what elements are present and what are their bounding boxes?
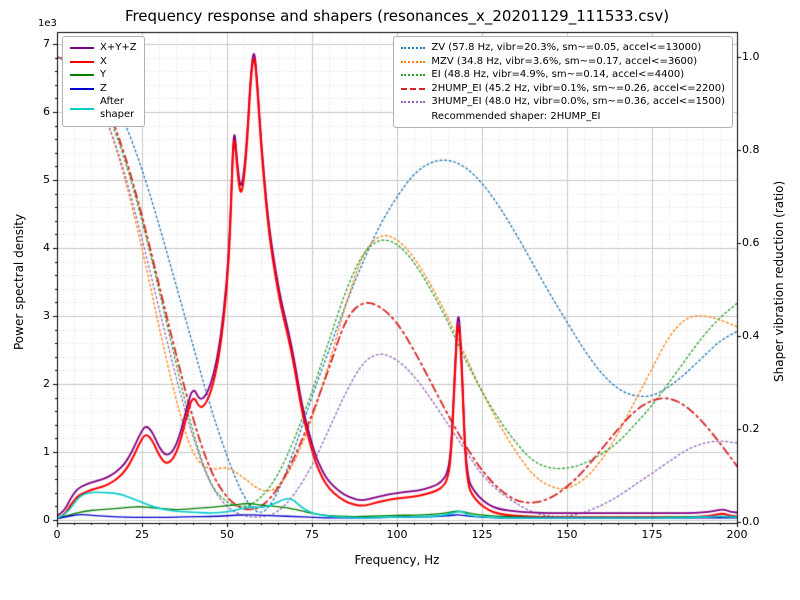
legend-entry-label: After shaper [100,96,135,120]
x-tick-label: 25 [135,528,149,541]
y-left-tick-label: 6 [43,105,50,118]
legend-line-sample [401,101,426,104]
y-left-tick-label: 1 [43,445,50,458]
y-left-tick-label: 3 [43,309,50,322]
recommended-shaper-note: Recommended shaper: 2HUMP_EI [431,110,601,122]
legend-entry-label: X+Y+Z [100,42,137,53]
y-axis-multiplier-label: 1e3 [38,18,57,29]
x-tick-label: 150 [556,528,578,541]
y-right-tick-label: 0.8 [742,143,760,156]
legend-line-sample [70,107,94,110]
y-axis-left-label: Power spectral density [12,213,26,350]
y-axis-right-label: Shaper vibration reduction (ratio) [772,180,786,382]
legend-line-sample [70,60,94,63]
legend-line-sample [401,74,426,77]
shaper-legend: ZV (57.8 Hz, vibr=20.3%, sm~=0.05, accel… [393,36,733,128]
y-right-tick-label: 0.4 [742,329,760,342]
x-tick-label: 175 [641,528,663,541]
legend-entry-label: 3HUMP_EI (48.0 Hz, vibr=0.0%, sm~=0.36, … [431,96,725,107]
legend-entry-ei-48-8-hz-vibr-4-9-sm-0-14-accel-4400: EI (48.8 Hz, vibr=4.9%, sm~=0.14, accel<… [401,69,725,82]
y-left-tick-label: 0 [43,513,50,526]
legend-line-sample [70,47,94,50]
legend-entry-3hump-ei-48-0-hz-vibr-0-0-sm-0-36-accel-: 3HUMP_EI (48.0 Hz, vibr=0.0%, sm~=0.36, … [401,96,725,109]
legend-entry-2hump-ei-45-2-hz-vibr-0-1-sm-0-26-accel-: 2HUMP_EI (45.2 Hz, vibr=0.1%, sm~=0.26, … [401,83,725,96]
y-right-tick-label: 0.6 [742,236,760,249]
legend-line-sample [70,87,94,90]
y-right-tick-label: 1.0 [742,50,760,63]
legend-line-sample [401,47,426,50]
y-left-tick-label: 5 [43,173,50,186]
legend-entry-x: X [70,56,137,69]
legend-entry-y: Y [70,69,137,82]
y-left-tick-label: 7 [43,37,50,50]
legend-entry-label: 2HUMP_EI (45.2 Hz, vibr=0.1%, sm~=0.26, … [431,82,725,94]
legend-entry-x-y-z: X+Y+Z [70,42,137,55]
legend-entry-label: Z [100,82,107,94]
legend-entry-after-shaper: After shaper [70,96,137,121]
legend-entry-mzv-34-8-hz-vibr-3-6-sm-0-17-accel-3600: MZV (34.8 Hz, vibr=3.6%, sm~=0.17, accel… [401,56,725,69]
x-tick-label: 0 [53,528,61,541]
x-tick-label: 75 [305,528,319,541]
legend-entry-label: Y [100,69,107,80]
psd-legend: X+Y+Z X Y Z After shaper [62,36,145,127]
y-right-tick-label: 0.0 [742,515,760,528]
y-left-tick-label: 4 [43,241,50,254]
x-axis-label: Frequency, Hz [354,553,440,567]
chart-title: Frequency response and shapers (resonanc… [124,7,670,25]
legend-entry-z: Z [70,83,137,96]
x-tick-label: 200 [726,528,748,541]
legend-line-sample [401,87,426,90]
legend-entry-label: EI (48.8 Hz, vibr=4.9%, sm~=0.14, accel<… [431,69,685,80]
legend-line-sample [401,60,426,63]
x-tick-label: 50 [220,528,234,541]
legend-entry-label: ZV (57.8 Hz, vibr=20.3%, sm~=0.05, accel… [431,42,702,53]
legend-entry-label: X [100,55,107,67]
legend-line-sample [70,74,94,77]
x-tick-label: 100 [386,528,408,541]
legend-entry-label: MZV (34.8 Hz, vibr=3.6%, sm~=0.17, accel… [431,55,698,67]
x-tick-label: 125 [471,528,493,541]
y-left-tick-label: 2 [43,377,50,390]
legend-entry-zv-57-8-hz-vibr-20-3-sm-0-05-accel-13000: ZV (57.8 Hz, vibr=20.3%, sm~=0.05, accel… [401,42,725,55]
y-right-tick-label: 0.2 [742,422,760,435]
